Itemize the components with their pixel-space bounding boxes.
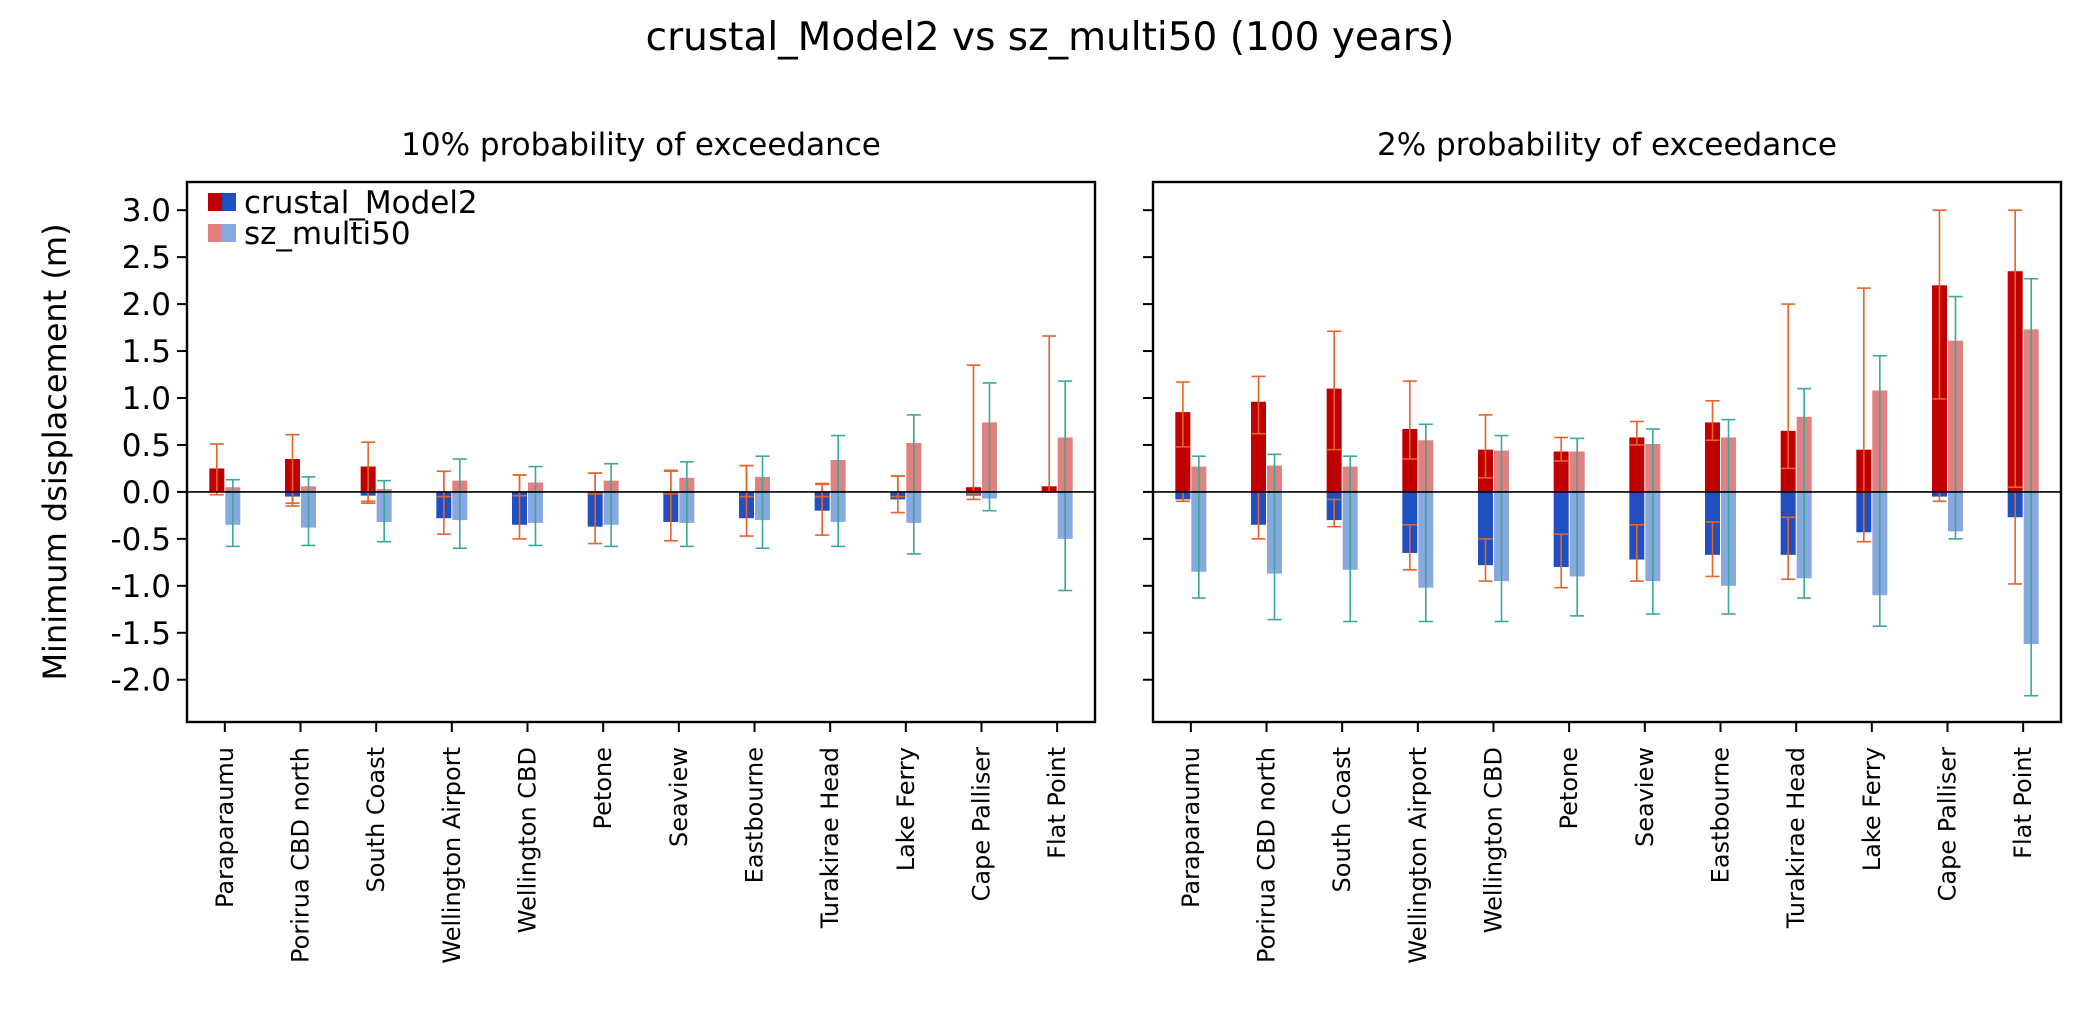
x-tick-label: Wellington Airport (1404, 747, 1432, 964)
y-tick-label: 2.5 (122, 240, 171, 276)
errorbar-crustal-up (1932, 209, 1947, 400)
y-axis-label: Minimum dsisplacement (m) (36, 223, 74, 680)
x-tick-label: Seaview (665, 747, 693, 847)
x-tick-label: Paraparaumu (1177, 747, 1205, 908)
panel-1: 10% probability of exceedance 3.0 2.5 2.0 1.… (111, 127, 1097, 964)
errorbar-crustal-up (1705, 400, 1720, 442)
bar-crustal-up (1251, 401, 1266, 492)
legend-label: crustal_Model2 (244, 185, 478, 221)
errorbar-crustal-up (1554, 436, 1569, 462)
legend-swatch (208, 224, 222, 242)
y-tick-label: 3.0 (122, 193, 171, 229)
errorbar-crustal-up (1042, 335, 1057, 493)
errorbar-crustal-up (1629, 420, 1644, 446)
legend-swatch (208, 193, 222, 211)
errorbar-crustal-down (588, 472, 603, 545)
x-tick-label: Wellington CBD (514, 747, 542, 933)
bar-crustal-down (1402, 491, 1418, 553)
y-tick-label: -2.0 (111, 663, 172, 699)
y-tick-label: -1.0 (111, 569, 172, 605)
chart-title: crustal_Model2 vs sz_multi50 (100 years) (646, 15, 1455, 60)
x-tick-label: Eastbourne (741, 747, 769, 883)
errorbar-crustal-up (1781, 303, 1796, 470)
legend-label: sz_multi50 (244, 216, 411, 252)
panel-title: 2% probability of exceedance (1377, 127, 1837, 163)
x-tick-label: Wellington Airport (438, 747, 466, 964)
x-tick-label: Porirua CBD north (287, 747, 315, 963)
x-tick-label: Flat Point (1043, 747, 1071, 859)
errorbar-crustal-up (1402, 380, 1417, 460)
x-tick-label: Cape Palliser (1934, 747, 1962, 901)
errorbar-crustal-down (436, 470, 451, 535)
x-tick-label: Lake Ferry (892, 747, 920, 871)
x-tick-label: Paraparaumu (211, 747, 239, 908)
errorbar-crustal-down (890, 475, 905, 514)
errorbar-crustal-up (1175, 381, 1190, 448)
errorbar-crustal-up (1327, 330, 1342, 451)
axes-frame (185, 180, 1097, 724)
y-tick-label: 1.5 (122, 334, 171, 370)
x-tick-label: Seaview (1631, 747, 1659, 847)
errorbar-crustal-down (1781, 516, 1796, 581)
panel-2: 2% probability of exceedance Paraparaumu P… (1143, 127, 2063, 964)
errorbar-crustal-down (1629, 523, 1644, 582)
panel-title: 10% probability of exceedance (401, 127, 881, 163)
x-tick-label: Petone (1555, 747, 1583, 829)
bar-crustal-up (1402, 428, 1418, 492)
errorbar-crustal-up (1251, 375, 1266, 435)
bar-crustal-down (1553, 491, 1569, 568)
errorbar-crustal-down (1554, 533, 1569, 589)
errorbar-crustal-up (2008, 209, 2023, 489)
panels-group: 10% probability of exceedance 3.0 2.5 2.0 1.… (111, 127, 2063, 964)
y-tick-label: -0.5 (111, 522, 172, 558)
errorbar-crustal-down (1705, 521, 1720, 578)
x-tick-label: Turakirae Head (816, 747, 844, 929)
axes-frame (1151, 180, 2063, 724)
errorbar-crustal-up (966, 364, 981, 495)
errorbar-crustal-down (1402, 523, 1417, 571)
x-tick-label: Lake Ferry (1858, 747, 1886, 871)
errorbar-crustal-up (1478, 414, 1493, 479)
x-tick-label: Porirua CBD north (1253, 747, 1281, 963)
y-tick-label: 1.0 (122, 381, 171, 417)
legend-swatch (222, 193, 236, 211)
x-tick-label: Cape Palliser (968, 747, 996, 901)
bar-crustal-down (1478, 491, 1493, 566)
y-tick-label: 2.0 (122, 287, 171, 323)
bar-crustal-up (1175, 412, 1191, 492)
x-tick-label: Eastbourne (1707, 747, 1735, 883)
errorbar-crustal-up (209, 443, 224, 496)
y-tick-label: 0.5 (122, 428, 171, 464)
bar-crustal-up (1629, 437, 1645, 492)
x-tick-label: South Coast (1328, 747, 1356, 892)
x-tick-label: Petone (589, 747, 617, 829)
errorbar-crustal-down (663, 470, 678, 542)
errorbar-crustal-down (1327, 498, 1342, 528)
y-tick-label: 0.0 (122, 475, 171, 511)
errorbar-crustal-down (1478, 538, 1493, 582)
legend-entry-2: sz_multi50 (208, 216, 411, 252)
x-tick-label: Turakirae Head (1782, 747, 1810, 929)
x-tick-label: Flat Point (2009, 747, 2037, 859)
y-tick-label: -1.5 (111, 616, 172, 652)
errorbar-crustal-down (739, 464, 754, 537)
x-tick-label: Wellington CBD (1480, 747, 1508, 933)
errorbar-crustal-down (512, 474, 527, 540)
x-tick-label: South Coast (362, 747, 390, 892)
legend-entry-1: crustal_Model2 (208, 185, 478, 221)
legend-swatch (222, 224, 236, 242)
